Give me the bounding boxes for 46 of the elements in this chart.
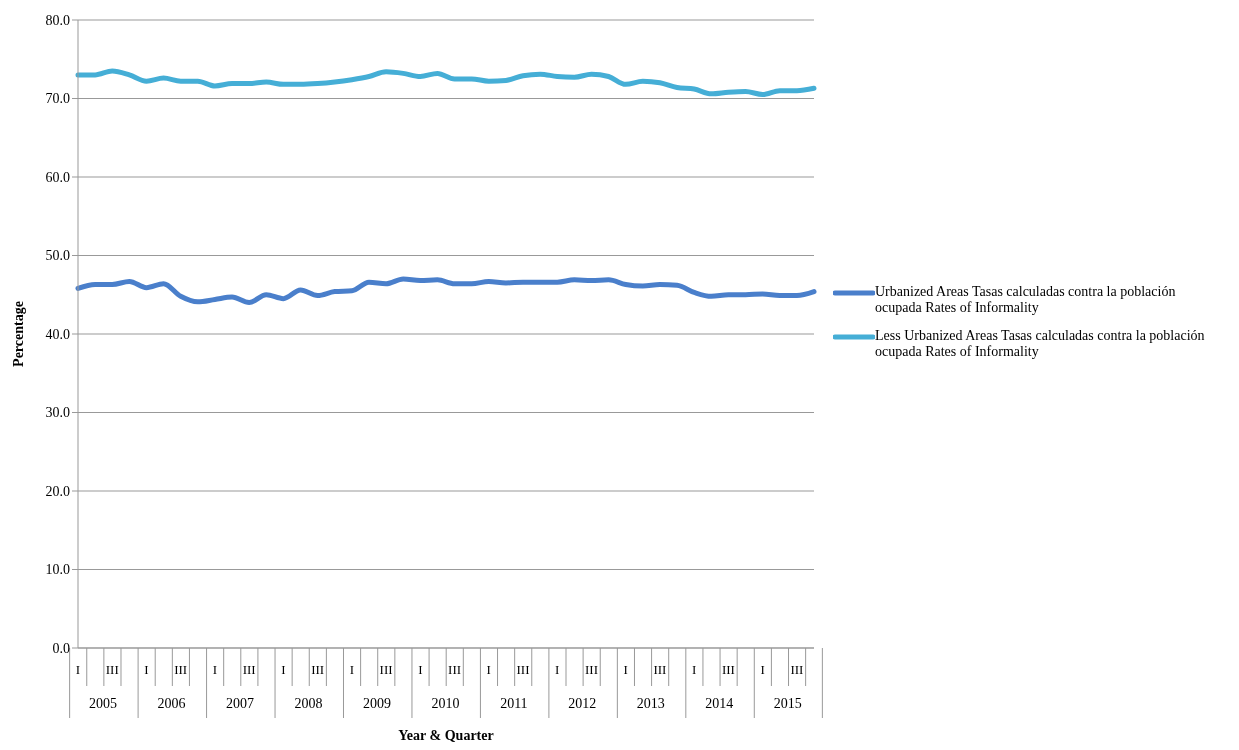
x-tick-label: I [486,662,491,677]
x-tick-label: III [174,662,188,677]
text: 2015 [773,696,802,711]
y-axis-title: Percentage [10,301,26,367]
y-tick-label: 10.0 [45,562,70,578]
x-tick-label: I [623,662,628,677]
text: 2010 [431,696,460,711]
y-tick-label: 50.0 [45,248,70,264]
text: 2006 [157,696,186,711]
x-tick-label: I [555,662,560,677]
x-tick-label: III [105,662,119,677]
text: 2012 [568,696,597,711]
x-tick-label: III [516,662,530,677]
x-tick-label: I [144,662,149,677]
x-tick-label: III [584,662,598,677]
x-tick-label: III [448,662,462,677]
text: 2007 [226,696,255,711]
legend-label: Urbanized Areas Tasas calculadas contra la población ocupada Rates of Informality [875,284,1177,316]
x-tick-label: III [653,662,667,677]
x-tick-label: I [281,662,286,677]
x-tick-label: III [242,662,256,677]
x-tick-label: III [379,662,393,677]
x-tick-label: I [760,662,765,677]
x-tick-label: III [311,662,325,677]
text: 2008 [294,696,323,711]
x-tick-label: I [212,662,218,677]
legend-label: Less Urbanized Areas Tasas calculadas contra la población ocupada Rates of Informality [875,328,1206,360]
x-tick-label: I [418,662,423,677]
y-tick-label: 40.0 [45,326,70,342]
y-tick-label: 0.0 [52,640,70,656]
x-tick-label: III [790,662,804,677]
y-tick-label: 70.0 [45,91,70,107]
x-tick-label: I [349,662,355,677]
y-tick-label: 80.0 [45,12,70,28]
text: 2014 [705,696,734,711]
x-tick-label: III [721,662,735,677]
text: 2013 [636,696,665,711]
y-tick-label: 20.0 [45,483,70,499]
x-axis-title: Year & Quarter [398,728,494,743]
x-tick-label: I [75,662,81,677]
text: 2011 [500,696,528,711]
y-tick-label: 60.0 [45,169,70,185]
x-tick-label: I [692,662,697,677]
y-tick-label: 30.0 [45,405,70,421]
text: 2009 [362,696,391,711]
text: 2005 [89,696,118,711]
